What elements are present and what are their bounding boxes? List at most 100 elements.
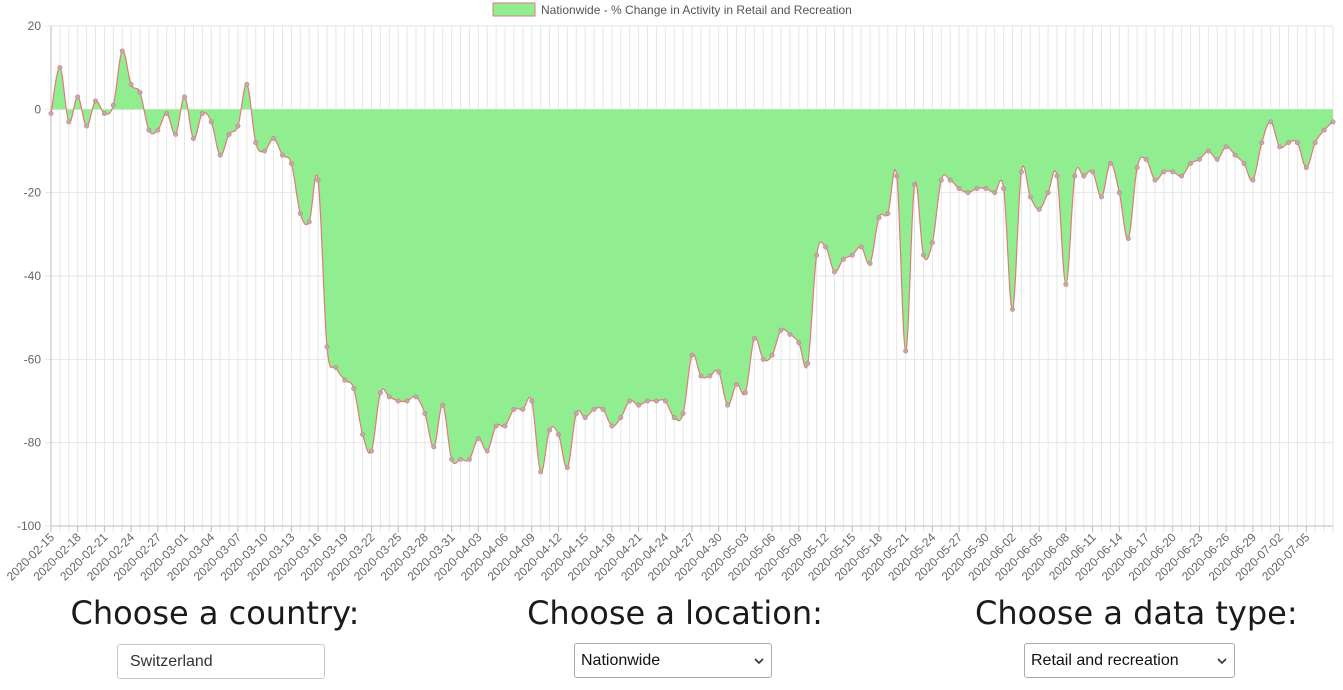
y-tick-label: -100	[17, 519, 41, 533]
data-point	[876, 215, 882, 221]
data-point	[947, 177, 953, 183]
data-point	[965, 190, 971, 196]
data-point	[840, 256, 846, 262]
legend-label: Nationwide - % Change in Activity in Ret…	[541, 3, 852, 17]
data-point	[1241, 161, 1247, 167]
data-point	[564, 465, 570, 471]
data-point	[983, 186, 989, 192]
data-point	[974, 186, 980, 192]
y-tick-label: 20	[28, 19, 42, 33]
data-point	[814, 252, 820, 258]
chevron-down-icon	[1217, 657, 1227, 664]
data-point	[1188, 161, 1194, 167]
data-point	[137, 90, 143, 96]
data-point	[778, 327, 784, 333]
data-point	[680, 410, 686, 416]
data-point	[1259, 140, 1265, 146]
data-point	[912, 181, 918, 187]
data-point	[636, 402, 642, 408]
location-select[interactable]: Nationwide	[574, 643, 772, 678]
data-point	[849, 252, 855, 258]
data-point	[368, 448, 374, 454]
data-point	[867, 260, 873, 266]
data-point	[57, 65, 63, 71]
data-point	[493, 423, 499, 429]
data-point	[1294, 140, 1300, 146]
data-point	[547, 427, 553, 433]
datatype-select[interactable]: Retail and recreation	[1024, 643, 1235, 678]
data-point	[395, 398, 401, 404]
y-tick-label: -60	[24, 352, 42, 366]
data-point	[173, 131, 179, 137]
data-point	[1268, 119, 1274, 125]
data-point	[591, 406, 597, 412]
data-point	[93, 98, 99, 104]
data-point	[653, 398, 659, 404]
y-tick-label: -40	[24, 269, 42, 283]
data-point	[199, 111, 205, 117]
data-point	[1205, 148, 1211, 154]
data-point	[475, 435, 481, 441]
data-point	[1321, 127, 1327, 133]
data-point	[1116, 190, 1122, 196]
data-point	[609, 423, 615, 429]
data-point	[431, 444, 437, 450]
data-point	[66, 119, 72, 125]
y-tick-label: -20	[24, 186, 42, 200]
data-point	[226, 131, 232, 137]
data-point	[84, 123, 90, 129]
series-area-fill	[51, 50, 1333, 473]
data-point	[306, 219, 312, 225]
data-point	[244, 81, 250, 87]
data-point	[956, 186, 962, 192]
data-point	[1107, 161, 1113, 167]
legend-swatch	[492, 2, 536, 17]
data-point	[582, 415, 588, 421]
datatype-heading: Choose a data type:	[975, 594, 1298, 632]
data-point	[1330, 119, 1336, 125]
data-point	[662, 398, 668, 404]
data-point	[627, 398, 633, 404]
data-point	[1134, 165, 1140, 171]
data-point	[502, 423, 508, 429]
country-input[interactable]	[117, 644, 325, 679]
data-point	[805, 360, 811, 366]
data-point	[279, 152, 285, 158]
location-select-value: Nationwide	[581, 651, 661, 669]
data-point	[1277, 144, 1283, 150]
data-point	[208, 119, 214, 125]
data-point	[1081, 173, 1087, 179]
data-point	[1161, 169, 1167, 175]
data-point	[992, 190, 998, 196]
data-point	[903, 348, 909, 354]
data-point	[271, 136, 277, 142]
data-point	[1143, 156, 1149, 162]
data-point	[520, 406, 526, 412]
data-point	[618, 415, 624, 421]
area-chart-svg: 200-20-40-60-80-1002020-02-152020-02-182…	[4, 2, 1336, 584]
data-point	[351, 385, 357, 391]
data-point	[1001, 186, 1007, 192]
data-point	[716, 369, 722, 375]
data-point	[333, 365, 339, 371]
y-tick-label: -80	[24, 436, 42, 450]
data-point	[858, 244, 864, 250]
data-point	[128, 81, 134, 87]
data-point	[529, 398, 535, 404]
data-point	[573, 410, 579, 416]
data-point	[297, 211, 303, 217]
data-point	[671, 415, 677, 421]
data-point	[1036, 206, 1042, 212]
data-point	[182, 94, 188, 100]
data-point	[315, 177, 321, 183]
data-point	[1045, 190, 1051, 196]
data-point	[644, 398, 650, 404]
data-point	[146, 127, 152, 133]
data-point	[324, 344, 330, 350]
data-point	[787, 331, 793, 337]
data-point	[422, 410, 428, 416]
data-point	[920, 252, 926, 258]
controls-panel: Choose a country: Choose a location: Nat…	[0, 592, 1343, 690]
data-point	[119, 48, 125, 54]
data-point	[440, 402, 446, 408]
